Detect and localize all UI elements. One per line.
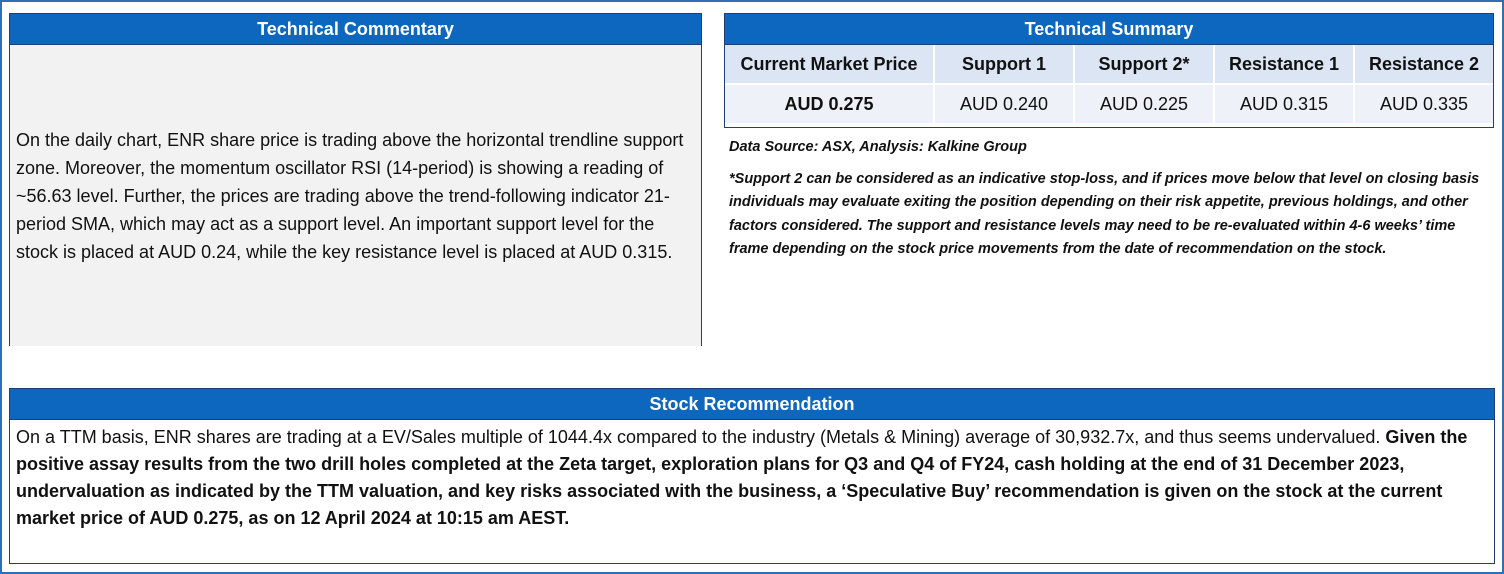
stock-recommendation-panel: Stock Recommendation On a TTM basis, ENR… bbox=[9, 388, 1495, 564]
value-support-1: AUD 0.240 bbox=[934, 84, 1075, 123]
value-current-market-price: AUD 0.275 bbox=[725, 84, 935, 123]
header-current-market-price: Current Market Price bbox=[725, 45, 935, 85]
stock-recommendation-title: Stock Recommendation bbox=[10, 389, 1494, 420]
technical-summary-panel: Technical Summary Current Market Price S… bbox=[724, 13, 1494, 128]
support-footnote: *Support 2 can be considered as an indic… bbox=[729, 170, 1480, 258]
header-support-1: Support 1 bbox=[934, 45, 1075, 85]
technical-commentary-body: On the daily chart, ENR share price is t… bbox=[10, 45, 701, 346]
recommendation-bold-text: Given the positive assay results from th… bbox=[16, 427, 1468, 528]
header-resistance-2: Resistance 2 bbox=[1354, 45, 1493, 85]
table-header-row: Current Market Price Support 1 Support 2… bbox=[725, 45, 1493, 85]
technical-commentary-panel: Technical Commentary On the daily chart,… bbox=[9, 13, 702, 346]
header-resistance-1: Resistance 1 bbox=[1214, 45, 1355, 85]
technical-summary-table: Current Market Price Support 1 Support 2… bbox=[725, 45, 1493, 123]
value-support-2: AUD 0.225 bbox=[1074, 84, 1215, 123]
recommendation-text: On a TTM basis, ENR shares are trading a… bbox=[16, 427, 1386, 447]
value-resistance-1: AUD 0.315 bbox=[1214, 84, 1355, 123]
technical-commentary-title: Technical Commentary bbox=[10, 14, 701, 45]
summary-notes: Data Source: ASX, Analysis: Kalkine Grou… bbox=[729, 136, 1489, 270]
value-resistance-2: AUD 0.335 bbox=[1354, 84, 1493, 123]
technical-summary-title: Technical Summary bbox=[725, 14, 1493, 45]
stock-recommendation-body: On a TTM basis, ENR shares are trading a… bbox=[10, 420, 1494, 536]
technical-commentary-text: On the daily chart, ENR share price is t… bbox=[16, 129, 684, 262]
table-row: AUD 0.275 AUD 0.240 AUD 0.225 AUD 0.315 … bbox=[725, 84, 1493, 123]
data-source-note: Data Source: ASX, Analysis: Kalkine Grou… bbox=[729, 139, 1027, 155]
header-support-2: Support 2* bbox=[1074, 45, 1215, 85]
